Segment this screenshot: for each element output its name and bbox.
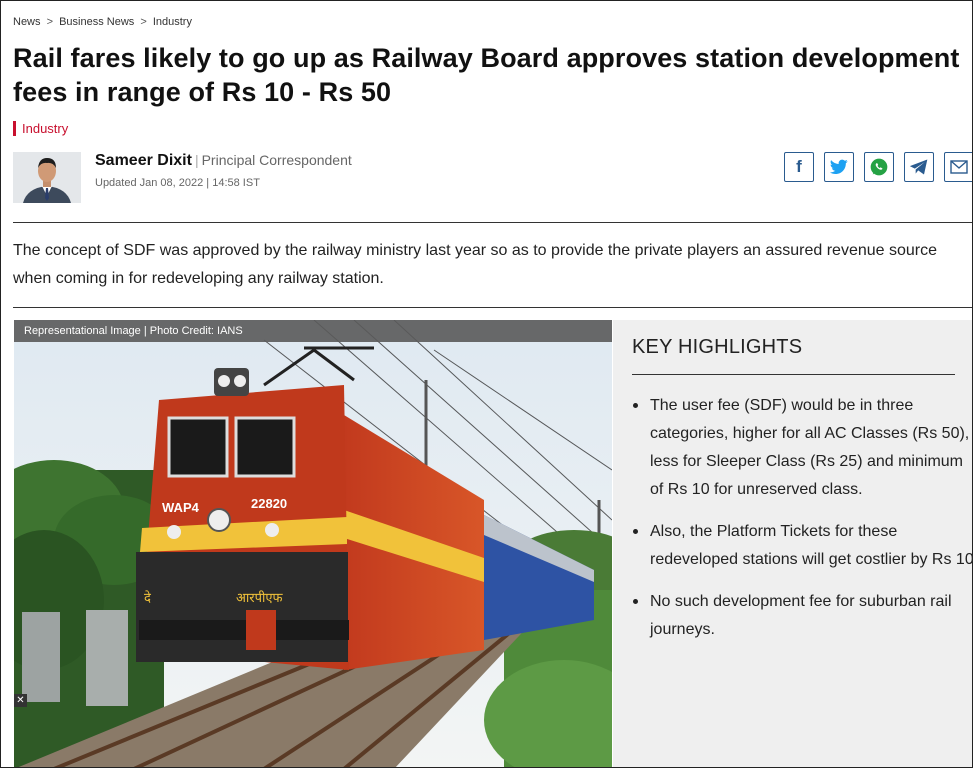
breadcrumb-news[interactable]: News (13, 16, 41, 28)
category-link[interactable]: Industry (13, 121, 68, 136)
breadcrumb-separator: > (46, 16, 54, 28)
key-highlights-list: The user fee (SDF) would be in three cat… (632, 390, 972, 656)
train-photo: WAP4 22820 दे आरपीएफ (14, 320, 612, 767)
twitter-share-button[interactable] (824, 152, 854, 182)
divider (13, 307, 972, 308)
breadcrumb-industry[interactable]: Industry (152, 16, 192, 28)
email-share-button[interactable] (944, 152, 972, 182)
whatsapp-icon (870, 158, 888, 176)
highlight-item: No such development fee for suburban rai… (650, 586, 972, 644)
mail-icon (950, 160, 968, 174)
divider (13, 222, 972, 223)
breadcrumb-business-news[interactable]: Business News (59, 16, 135, 28)
loco-number-label: 22820 (251, 496, 287, 511)
breadcrumb: News > Business News > Industry (13, 16, 192, 28)
updated-timestamp: Updated Jan 08, 2022 | 14:58 IST (95, 177, 260, 189)
article-summary: The concept of SDF was approved by the r… (13, 242, 938, 287)
author-line: Sameer Dixit | Principal Correspondent (95, 152, 352, 170)
whatsapp-share-button[interactable] (864, 152, 894, 182)
article-headline: Rail fares likely to go up as Railway Bo… (13, 43, 960, 107)
loco-hindi-left: दे (144, 590, 152, 606)
facebook-share-button[interactable]: f (784, 152, 814, 182)
article-hero-image[interactable]: Representational Image | Photo Credit: I… (14, 320, 612, 767)
twitter-icon (830, 159, 848, 174)
loco-hindi-right: आरपीएफ (236, 590, 284, 606)
close-icon[interactable]: ✕ (14, 694, 27, 707)
facebook-icon: f (796, 157, 802, 176)
author-name[interactable]: Sameer Dixit (95, 152, 192, 169)
telegram-share-button[interactable] (904, 152, 934, 182)
telegram-icon (909, 159, 928, 175)
highlight-item: The user fee (SDF) would be in three cat… (650, 390, 972, 504)
image-caption: Representational Image | Photo Credit: I… (14, 320, 612, 342)
author-role: Principal Correspondent (201, 152, 352, 168)
key-highlights-panel: KEY HIGHLIGHTS The user fee (SDF) would … (613, 320, 972, 767)
breadcrumb-separator: > (140, 16, 147, 28)
author-divider: | (194, 152, 199, 168)
key-highlights-divider (632, 374, 955, 375)
highlight-item: Also, the Platform Tickets for these red… (650, 516, 972, 574)
loco-model-label: WAP4 (162, 500, 200, 515)
key-highlights-title: KEY HIGHLIGHTS (632, 336, 803, 358)
share-bar: f (784, 152, 972, 182)
author-avatar[interactable] (13, 152, 81, 203)
